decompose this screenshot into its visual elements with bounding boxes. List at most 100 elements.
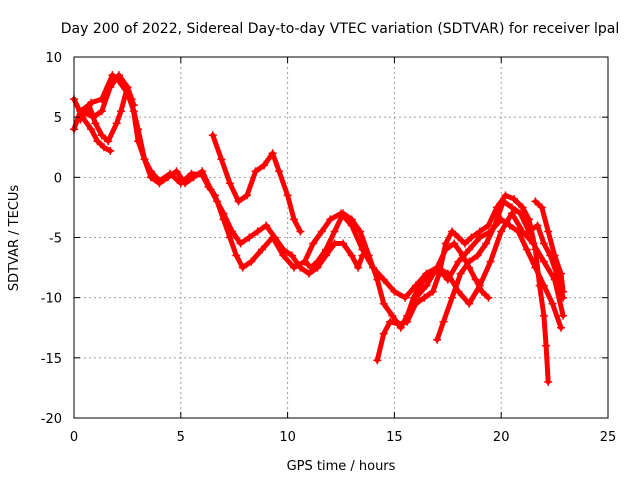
data-point (347, 251, 356, 260)
data-point (537, 203, 546, 212)
data-point (441, 239, 450, 248)
data-point (433, 263, 442, 272)
data-point (411, 293, 420, 302)
data-point (539, 257, 548, 266)
data-point (330, 239, 339, 248)
data-point (213, 197, 222, 206)
data-point (225, 233, 234, 242)
data-point (247, 257, 256, 266)
data-point (548, 299, 557, 308)
data-point (539, 239, 548, 248)
data-point (146, 173, 155, 182)
data-point (525, 227, 533, 236)
data-point (550, 251, 559, 260)
data-point (379, 329, 388, 338)
data-point (484, 293, 493, 302)
x-tick-label: 15 (386, 430, 403, 445)
data-point (140, 155, 149, 164)
data-point (448, 293, 457, 302)
series-group (70, 71, 568, 386)
data-point (388, 311, 397, 320)
data-point (251, 167, 260, 176)
data-point (317, 227, 326, 236)
data-point (234, 197, 243, 206)
data-point (206, 185, 215, 194)
series-track-3 (77, 72, 365, 277)
data-point (531, 263, 540, 272)
series-track-9 (413, 216, 564, 331)
data-point (99, 143, 108, 152)
series-track-5 (210, 132, 303, 234)
data-point (339, 239, 348, 248)
data-point (164, 173, 172, 182)
data-point (275, 167, 284, 176)
y-tick-label: 0 (54, 171, 62, 186)
data-point (300, 257, 309, 266)
data-point (373, 356, 382, 365)
data-point (544, 227, 553, 236)
data-point (394, 320, 403, 329)
y-tick-label: 5 (54, 111, 62, 126)
data-point (305, 269, 313, 278)
data-point (198, 167, 207, 176)
data-point (78, 107, 87, 116)
data-point (454, 257, 463, 266)
data-point (420, 293, 429, 302)
data-point (217, 155, 226, 164)
data-point (93, 137, 102, 146)
data-point (106, 146, 115, 155)
data-point (322, 245, 330, 254)
data-point (258, 245, 266, 254)
y-tick-label: -15 (41, 352, 62, 367)
data-point (428, 287, 437, 296)
data-point (514, 227, 523, 236)
data-point (97, 107, 106, 116)
data-point (219, 209, 228, 218)
data-point (401, 293, 410, 302)
data-point (189, 173, 198, 182)
data-point (533, 221, 542, 230)
data-point (287, 251, 296, 260)
data-point (123, 83, 132, 92)
y-tick-label: -20 (41, 412, 62, 427)
data-point (172, 167, 181, 176)
data-point (283, 191, 292, 200)
data-point (243, 191, 251, 200)
data-point (339, 209, 348, 218)
y-tick-label: -5 (49, 232, 62, 247)
data-point (465, 257, 474, 266)
data-point (454, 233, 463, 242)
data-point (542, 341, 551, 350)
data-point (465, 245, 474, 254)
x-tick-label: 10 (279, 430, 296, 445)
data-point (106, 83, 115, 92)
data-point (518, 203, 527, 212)
data-point (313, 257, 322, 266)
data-point (544, 377, 553, 386)
data-point (87, 125, 96, 134)
data-point (467, 233, 476, 242)
data-point (134, 125, 143, 134)
data-point (499, 197, 508, 206)
grid (74, 57, 608, 418)
data-point (465, 299, 474, 308)
data-point (478, 287, 486, 296)
data-point (473, 251, 482, 260)
y-axis-label: SDTVAR / TECUs (7, 185, 22, 292)
data-point (117, 107, 125, 116)
data-point (482, 239, 491, 248)
data-point (270, 233, 279, 242)
data-point (129, 101, 138, 110)
data-point (448, 227, 457, 236)
data-point (516, 209, 525, 218)
chart-title: Day 200 of 2022, Sidereal Day-to-day VTE… (61, 21, 619, 37)
data-point (531, 245, 540, 254)
data-point (373, 275, 382, 284)
data-point (87, 98, 96, 107)
data-point (262, 221, 271, 230)
data-point (507, 203, 516, 212)
data-point (296, 263, 305, 272)
data-point (228, 227, 237, 236)
data-point (279, 245, 288, 254)
data-point (290, 215, 298, 224)
